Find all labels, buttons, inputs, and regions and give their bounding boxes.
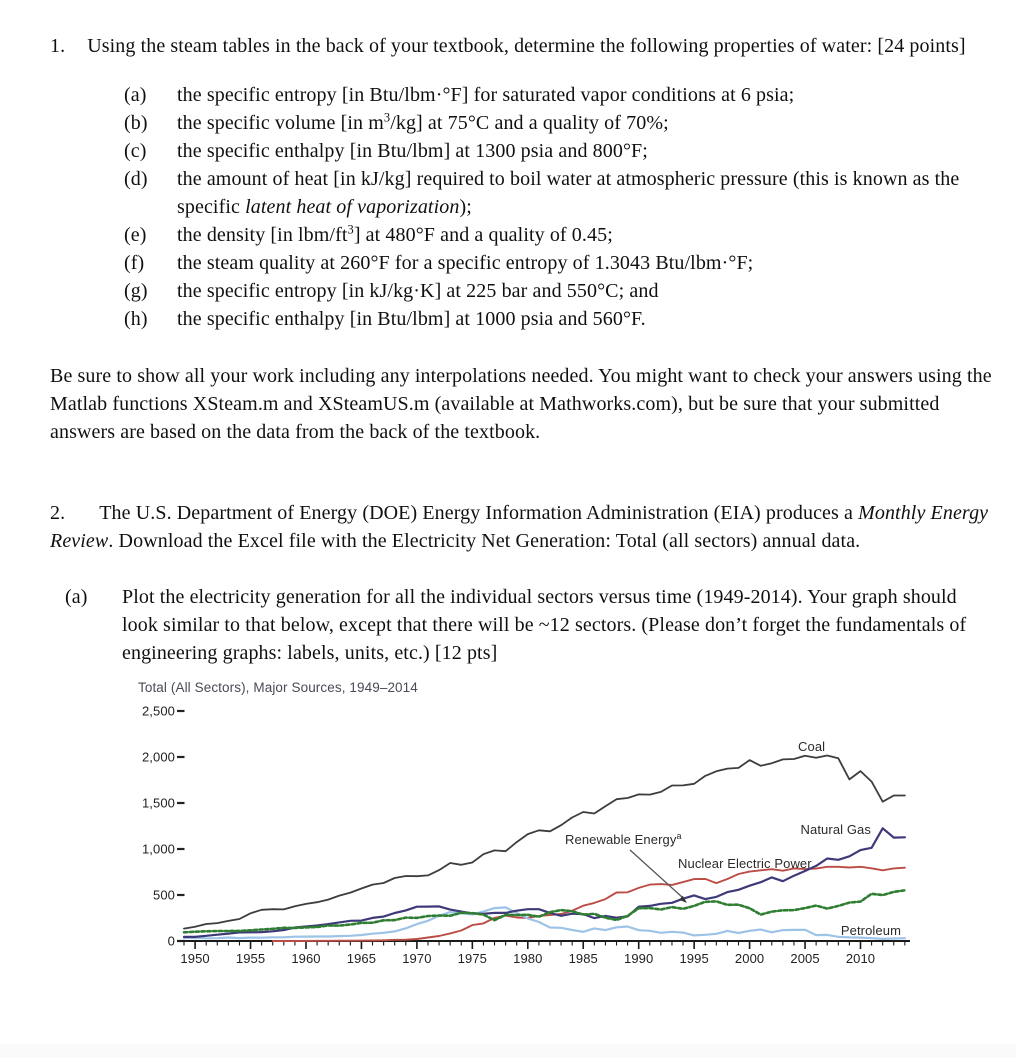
page-bottom-strip (0, 1044, 1016, 1058)
item-label: (d) (124, 168, 148, 190)
annotation-arrow-line (629, 849, 683, 898)
q2-part-a-text: Plot the electricity generation for all … (122, 586, 967, 664)
x-tick-label: 1965 (347, 951, 376, 966)
item-label: (f) (124, 252, 145, 274)
item-label: (g) (124, 280, 148, 302)
annotation-arrow-head (679, 895, 687, 903)
item-label: (a) (124, 84, 147, 106)
x-tick-label: 2005 (790, 951, 819, 966)
q1-item-e: (e) the density [in lbm/ft3] at 480°F an… (124, 221, 994, 249)
chart-figure: Total (All Sectors), Major Sources, 1949… (0, 671, 1016, 1001)
item-label: (h) (124, 308, 148, 330)
chart-title: Total (All Sectors), Major Sources, 1949… (138, 680, 418, 695)
generation-chart: Total (All Sectors), Major Sources, 1949… (138, 680, 910, 966)
q1-note-paragraph: Be sure to show all your work including … (50, 365, 992, 443)
q1-intro-text: Using the steam tables in the back of yo… (87, 35, 966, 57)
q1-item-list: (a) the specific entropy [in Btu/lbm·°F]… (50, 81, 994, 333)
q1-item-c: (c) the specific enthalpy [in Btu/lbm] a… (124, 137, 994, 165)
q2-publication-title: Monthly Energy Review (50, 502, 989, 552)
x-tick-label: 1990 (624, 951, 653, 966)
x-tick-label: 1950 (180, 951, 209, 966)
y-tick-label: 1,500 (142, 796, 175, 811)
item-text: the specific entropy [in Btu/lbm·°F] for… (177, 84, 795, 106)
q1-item-g: (g) the specific entropy [in kJ/kg·K] at… (124, 277, 994, 305)
y-tick-label: 2,500 (142, 704, 175, 719)
item-label: (e) (124, 224, 147, 246)
x-tick-label: 1960 (291, 951, 320, 966)
q2-part-a: (a) Plot the electricity generation for … (65, 583, 994, 667)
q1-item-b: (b) the specific volume [in m3/kg] at 75… (124, 109, 994, 137)
series-line-coal (183, 754, 906, 930)
series-line-petroleum (182, 906, 907, 940)
series-label-coal: Coal (798, 739, 825, 754)
item-label: (a) (65, 586, 88, 608)
x-tick-label: 2000 (735, 951, 764, 966)
item-label: (b) (124, 112, 148, 134)
x-tick-label: 1995 (679, 951, 708, 966)
document-body: 1. Using the steam tables in the back of … (50, 32, 994, 667)
item-text: the specific volume [in m3/kg] at 75°C a… (177, 110, 669, 134)
item-text: the density [in lbm/ft3] at 480°F and a … (177, 222, 613, 246)
x-tick-label: 1955 (236, 951, 265, 966)
series-line-renewable-energy (182, 889, 907, 934)
q1-item-d: (d) the amount of heat [in kJ/kg] requir… (124, 165, 994, 221)
q1-item-a: (a) the specific entropy [in Btu/lbm·°F]… (124, 81, 994, 109)
x-tick-label: 1980 (513, 951, 542, 966)
item-label: (c) (124, 140, 147, 162)
item-text: the amount of heat [in kJ/kg] required t… (177, 168, 960, 218)
x-tick-label: 1985 (569, 951, 598, 966)
item-text: the steam quality at 260°F for a specifi… (177, 252, 754, 274)
item-text: the specific entropy [in kJ/kg·K] at 225… (177, 280, 659, 302)
series-line-nuclear-electric-power (271, 865, 906, 942)
y-tick-label: 500 (153, 888, 175, 903)
series-label-petroleum: Petroleum (841, 923, 901, 938)
q2-intro-paragraph: 2. The U.S. Department of Energy (DOE) En… (50, 499, 994, 555)
q1-intro-paragraph: 1. Using the steam tables in the back of … (50, 32, 994, 60)
series-line-natural-gas (182, 827, 907, 938)
y-tick-label: 0 (168, 934, 175, 949)
series-label-natural-gas: Natural Gas (801, 822, 872, 837)
item-text: the specific enthalpy [in Btu/lbm] at 13… (177, 140, 648, 162)
series-label-nuclear-electric-power: Nuclear Electric Power (678, 856, 812, 871)
superscript: 3 (383, 110, 391, 125)
y-tick-label: 2,000 (142, 750, 175, 765)
q1-number: 1. (50, 35, 66, 57)
item-text: the specific enthalpy [in Btu/lbm] at 10… (177, 308, 646, 330)
x-tick-label: 2010 (846, 951, 875, 966)
q2-number: 2. (50, 502, 66, 524)
q1-item-f: (f) the steam quality at 260°F for a spe… (124, 249, 994, 277)
x-tick-label: 1970 (402, 951, 431, 966)
q1-item-h: (h) the specific enthalpy [in Btu/lbm] a… (124, 305, 994, 333)
y-tick-label: 1,000 (142, 842, 175, 857)
superscript: 3 (347, 222, 354, 237)
x-tick-label: 1975 (458, 951, 487, 966)
series-label-renewable-energy: Renewable Energya (565, 831, 682, 847)
